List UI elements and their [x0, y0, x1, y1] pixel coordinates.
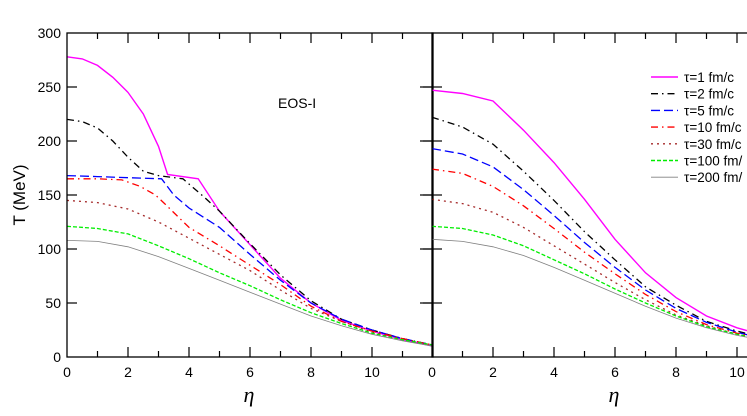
- x-axis-label-right: η: [609, 382, 620, 407]
- series-line-left-4: [66, 199, 434, 346]
- y-tick-label: 50: [45, 295, 61, 311]
- legend-label-5: τ=100 fm/: [684, 154, 742, 169]
- y-tick-label: 300: [38, 25, 62, 41]
- y-tick-label: 200: [38, 133, 62, 149]
- x-tick-label: 4: [550, 364, 558, 380]
- plot-frame-left: [66, 32, 434, 358]
- y-tick-label: 250: [38, 79, 62, 95]
- panel-right: 0 2 4 6 8 10 τ=1 fm/c τ=2 fm/cτ=5 fm/c τ=10 fm/c…: [420, 32, 747, 380]
- x-tick-label: 6: [246, 364, 254, 380]
- eos-annotation: EOS-I: [278, 95, 316, 111]
- series-line-left-6: [66, 240, 434, 347]
- series-line-left-0: [66, 56, 434, 347]
- legend-label-1: τ=2 fm/c: [684, 87, 734, 102]
- legend-label-4: τ=30 fm/c: [684, 137, 742, 152]
- x-axis-label-left: η: [244, 382, 255, 407]
- x-tick-label: 8: [672, 364, 680, 380]
- y-axis-label: T (MeV): [10, 164, 29, 225]
- legend-label-3: τ=10 fm/c: [684, 120, 742, 135]
- x-tick-label: 0: [428, 364, 436, 380]
- x-tick-label: 8: [307, 364, 315, 380]
- y-tick-label: 150: [38, 187, 62, 203]
- legend: τ=1 fm/c τ=2 fm/cτ=5 fm/c τ=10 fm/c τ=30 fm…: [651, 70, 742, 185]
- y-tick-label: 0: [53, 349, 61, 365]
- legend-label-2: τ=5 fm/c: [684, 103, 734, 118]
- series-line-right-5: [431, 225, 747, 338]
- x-tick-label: 10: [729, 364, 745, 380]
- series-line-left-3: [67, 178, 434, 346]
- x-tick-label: 4: [185, 364, 193, 380]
- series-line-left-5: [66, 225, 434, 346]
- legend-label-6: τ=200 fm/: [684, 170, 742, 185]
- series-line-left-2: [66, 174, 434, 346]
- series-line-right-0: [431, 89, 747, 332]
- y-tick-label: 100: [38, 241, 62, 257]
- x-tick-label: 2: [124, 364, 132, 380]
- series-line-right-4: [431, 198, 747, 338]
- series-line-right-2: [431, 147, 747, 336]
- series-line-left-1: [66, 118, 434, 346]
- x-tick-label: 10: [364, 364, 380, 380]
- series-line-right-3: [431, 168, 747, 336]
- x-tick-label: 2: [489, 364, 497, 380]
- x-tick-label: 6: [611, 364, 619, 380]
- x-tick-label: 0: [63, 364, 71, 380]
- series-line-right-1: [431, 116, 747, 335]
- legend-label-0: τ=1 fm/c: [684, 70, 734, 85]
- series-line-right-6: [431, 238, 747, 338]
